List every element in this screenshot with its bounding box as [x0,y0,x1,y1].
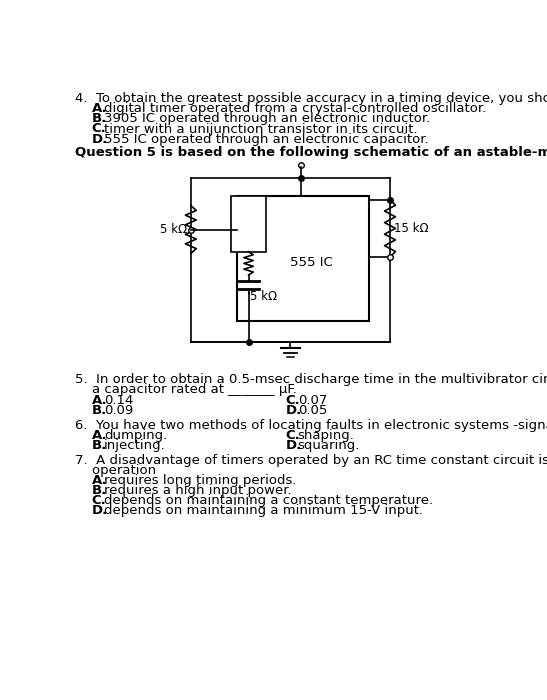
Text: C.: C. [286,394,300,407]
Text: 0.14: 0.14 [104,394,133,407]
Text: B.: B. [92,405,107,417]
Text: D.: D. [92,505,108,517]
Text: D.: D. [286,405,301,417]
Text: 5 kΩ: 5 kΩ [160,223,187,236]
Text: D.: D. [92,132,108,146]
Bar [231,197,266,252]
Bar [237,197,369,321]
Text: requires a high input power.: requires a high input power. [104,484,292,498]
Text: 555 IC operated through an electronic capacitor.: 555 IC operated through an electronic ca… [104,132,429,146]
Text: a capacitor rated at _______ μF.: a capacitor rated at _______ μF. [74,383,296,395]
Text: injecting.: injecting. [104,439,166,452]
Text: requires long timing periods.: requires long timing periods. [104,475,296,487]
Text: depends on maintaining a minimum 15-V input.: depends on maintaining a minimum 15-V in… [104,505,423,517]
Text: depends on maintaining a constant temperature.: depends on maintaining a constant temper… [104,494,433,508]
Text: 4.  To obtain the greatest possible accuracy in a timing device, you should use : 4. To obtain the greatest possible accur… [74,92,547,105]
Text: 7.  A disadvantage of timers operated by an RC time constant circuit is that eff: 7. A disadvantage of timers operated by … [74,454,547,467]
Text: 5.  In order to obtain a 0.5-msec discharge time in the multivibrator circuit, y: 5. In order to obtain a 0.5-msec dischar… [74,372,547,386]
Text: 6.  You have two methods of locating faults in electronic systems -signal tracin: 6. You have two methods of locating faul… [74,419,547,432]
Text: B.: B. [92,484,107,498]
Text: D.: D. [286,439,301,452]
Text: B.: B. [92,113,107,125]
Text: B.: B. [92,439,107,452]
Text: 3905 IC operated through an electronic inductor.: 3905 IC operated through an electronic i… [104,113,430,125]
Text: Question 5 is based on the following schematic of an astable-multivibrator.: Question 5 is based on the following sch… [74,146,547,160]
Text: C.: C. [92,494,106,508]
Text: C.: C. [92,122,106,136]
Text: dumping.: dumping. [104,429,167,442]
Text: operation: operation [74,463,156,477]
Text: 0.09: 0.09 [104,405,133,417]
Text: 5 kΩ: 5 kΩ [250,290,277,303]
Text: 0.05: 0.05 [298,405,327,417]
Text: digital timer operated from a crystal-controlled oscillator.: digital timer operated from a crystal-co… [104,102,486,116]
Text: C.: C. [286,429,300,442]
Text: A.: A. [92,429,107,442]
Text: 15 kΩ: 15 kΩ [394,222,428,235]
Text: 555 IC: 555 IC [289,256,333,269]
Text: squaring.: squaring. [298,439,360,452]
Text: timer with a unijunction transistor in its circuit.: timer with a unijunction transistor in i… [104,122,418,136]
Text: 0.07: 0.07 [298,394,327,407]
Text: A.: A. [92,475,107,487]
Text: shaping.: shaping. [298,429,354,442]
Text: A.: A. [92,394,107,407]
Text: A.: A. [92,102,107,116]
